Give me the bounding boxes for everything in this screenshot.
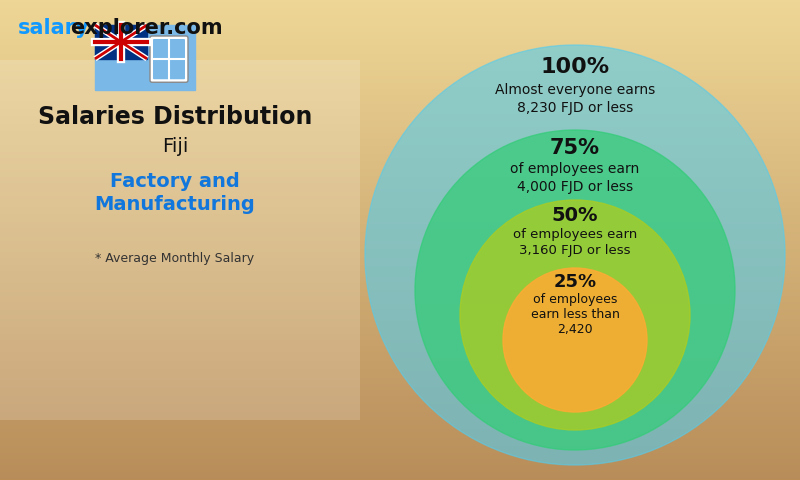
- Text: 75%: 75%: [550, 138, 600, 158]
- Text: 4,000 FJD or less: 4,000 FJD or less: [517, 180, 633, 194]
- Circle shape: [415, 130, 735, 450]
- FancyBboxPatch shape: [153, 39, 185, 79]
- Bar: [95, 25, 195, 90]
- Text: 50%: 50%: [552, 206, 598, 225]
- FancyBboxPatch shape: [0, 60, 360, 420]
- Text: 100%: 100%: [541, 57, 610, 77]
- Bar: [95, 25, 147, 59]
- Text: Fiji: Fiji: [162, 137, 188, 156]
- Text: explorer.com: explorer.com: [70, 18, 222, 38]
- Text: 8,230 FJD or less: 8,230 FJD or less: [517, 101, 633, 115]
- Circle shape: [503, 268, 647, 412]
- Text: Almost everyone earns: Almost everyone earns: [495, 83, 655, 97]
- Text: 25%: 25%: [554, 273, 597, 291]
- Text: earn less than: earn less than: [530, 308, 619, 321]
- Text: Salaries Distribution: Salaries Distribution: [38, 105, 312, 129]
- Circle shape: [460, 200, 690, 430]
- Text: * Average Monthly Salary: * Average Monthly Salary: [95, 252, 254, 265]
- Text: 2,420: 2,420: [557, 323, 593, 336]
- Text: salary: salary: [18, 18, 90, 38]
- FancyBboxPatch shape: [150, 36, 188, 82]
- Text: Factory and: Factory and: [110, 172, 240, 191]
- Text: 3,160 FJD or less: 3,160 FJD or less: [519, 244, 630, 257]
- Text: of employees: of employees: [533, 293, 617, 306]
- Text: Manufacturing: Manufacturing: [94, 195, 255, 214]
- Text: of employees earn: of employees earn: [510, 162, 640, 176]
- Text: of employees earn: of employees earn: [513, 228, 637, 241]
- Circle shape: [365, 45, 785, 465]
